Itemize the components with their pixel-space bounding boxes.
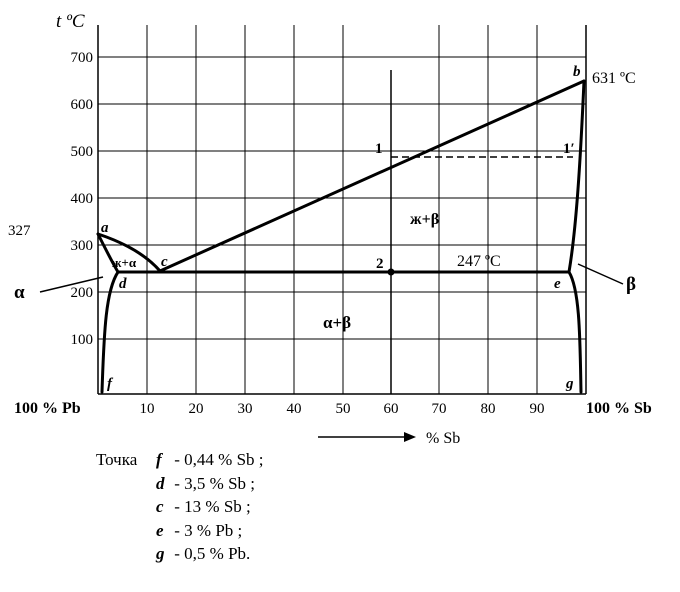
x-tick-label: 30 <box>238 401 253 417</box>
x-tick-label: 70 <box>432 401 447 417</box>
temperature-631-label: 631 ºC <box>592 70 636 87</box>
temperature-247-label: 247 ºC <box>457 253 501 270</box>
point-g-label: g <box>565 376 574 392</box>
legend-text: - 3 % Pb ; <box>170 520 243 540</box>
legend-text: - 0,5 % Pb. <box>170 544 251 563</box>
composition-legend: Точка f - 0,44 % Sb ; d - 3,5 % Sb ; c - … <box>96 448 264 566</box>
y-axis-label: t ºC <box>56 11 85 32</box>
y-tick-labels: 700 600 500 400 300 200 100 <box>71 50 94 348</box>
point-labels: a b c d e f g <box>101 64 581 392</box>
legend-row: c - 13 % Sb ; <box>96 495 264 519</box>
point-1-label: 1 <box>375 141 383 157</box>
x-tick-labels: 10 20 30 40 50 60 70 80 90 <box>140 401 545 417</box>
phase-beta-label: β <box>626 274 636 295</box>
y-tick-label: 300 <box>71 238 94 254</box>
point-c-label: c <box>161 254 168 270</box>
point-b-label: b <box>573 64 581 80</box>
solidus-a-d <box>96 232 120 274</box>
beta-leader-line <box>577 263 624 285</box>
legend-row: e - 3 % Pb ; <box>96 519 264 543</box>
x-axis-arrow-label: % Sb <box>426 430 460 447</box>
legend-point: c <box>156 497 164 516</box>
y-tick-label: 600 <box>71 97 94 113</box>
x-tick-label: 80 <box>481 401 496 417</box>
left-end-label: 100 % Pb <box>14 400 81 417</box>
y-tick-label: 700 <box>71 50 94 66</box>
y-tick-label: 100 <box>71 332 94 348</box>
legend-point: d <box>156 473 165 493</box>
x-tick-label: 40 <box>287 401 302 417</box>
y-tick-label: 400 <box>71 191 94 207</box>
legend-point: e <box>156 520 164 540</box>
legend-row: g - 0,5 % Pb. <box>96 542 264 566</box>
legend-row: Точка f - 0,44 % Sb ; <box>96 448 264 472</box>
point-a-label: a <box>101 220 109 236</box>
legend-row: d - 3,5 % Sb ; <box>96 472 264 496</box>
liquidus-a-c <box>96 232 162 273</box>
legend-point: g <box>156 544 165 563</box>
legend-text: - 3,5 % Sb ; <box>170 473 255 493</box>
point-e-label: e <box>554 276 561 292</box>
x-tick-label: 60 <box>384 401 399 417</box>
liquidus-c-b <box>158 79 586 273</box>
y-tick-label: 500 <box>71 144 94 160</box>
point-d-label: d <box>119 276 127 292</box>
point-2-label: 2 <box>376 256 384 272</box>
solvus-d-f <box>100 270 120 394</box>
legend-heading: Точка <box>96 450 138 469</box>
x-tick-label: 20 <box>189 401 204 417</box>
region-liquid-beta-label: ж+β <box>410 211 439 228</box>
x-tick-label: 10 <box>140 401 155 417</box>
point-1-prime-label: 1′ <box>563 141 575 157</box>
point-2-marker <box>387 268 395 276</box>
temperature-327-label: 327 <box>8 223 31 239</box>
y-tick-label: 200 <box>71 285 94 301</box>
solidus-b-e <box>567 79 586 274</box>
phase-lines <box>96 79 586 394</box>
point-f-label: f <box>107 376 114 392</box>
solvus-e-g <box>567 270 583 394</box>
region-liquid-alpha-label: ж+α <box>112 255 137 270</box>
grid <box>98 25 586 394</box>
legend-text: - 13 % Sb ; <box>170 497 251 516</box>
x-tick-label: 50 <box>336 401 351 417</box>
legend-point: f <box>156 450 162 469</box>
right-end-label: 100 % Sb <box>586 400 652 417</box>
x-tick-label: 90 <box>530 401 545 417</box>
phase-alpha-label: α <box>14 282 25 303</box>
alpha-leader-line <box>39 276 104 293</box>
x-arrow-head <box>404 432 416 442</box>
region-alpha-beta-label: α+β <box>323 313 351 332</box>
legend-text: - 0,44 % Sb ; <box>170 450 264 469</box>
